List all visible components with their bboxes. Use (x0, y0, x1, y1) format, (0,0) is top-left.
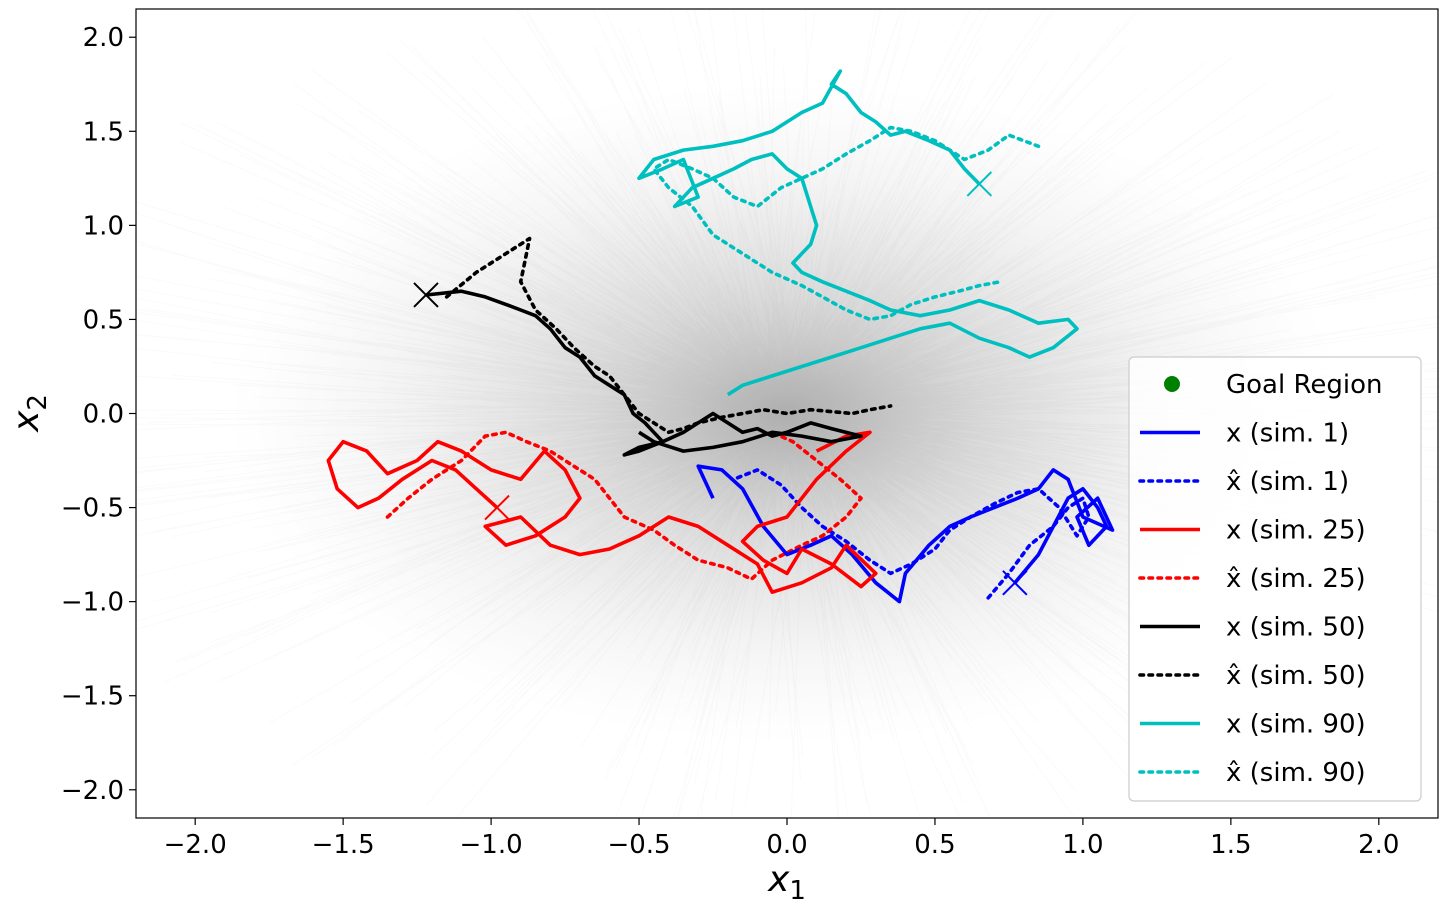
y-tick-label: 0.0 (83, 400, 124, 430)
legend: Goal Region x (sim. 1) x̂ (sim. 1) x (sim. … (1128, 356, 1422, 802)
x-tick-label: −1.5 (312, 830, 375, 860)
end-marker (966, 171, 993, 197)
x-tick-label: 2.0 (1358, 830, 1399, 860)
legend-box (1128, 356, 1422, 802)
x-axis-label-main: x (767, 859, 790, 900)
legend-label: x̂ (sim. 90) (1226, 758, 1366, 788)
x-axis-label: x1 (767, 859, 806, 906)
y-axis-ticks: 2.0 1.5 1.0 0.5 0.0 −0.5 −1.0 −1.5 −2.0 (61, 23, 136, 806)
y-tick-label: 2.0 (83, 23, 124, 53)
y-tick-label: −1.5 (61, 682, 124, 712)
end-marker (413, 282, 439, 308)
y-tick-label: −0.5 (61, 494, 124, 524)
series-line (651, 125, 1041, 322)
end-marker (484, 494, 510, 521)
series-line (444, 236, 893, 435)
y-tick-label: 1.0 (83, 211, 124, 241)
y-axis-label: x2 (6, 394, 53, 433)
x-tick-label: 0.5 (914, 830, 955, 860)
series-line (696, 464, 1115, 604)
series-line (731, 468, 1091, 600)
x-tick-label: −1.0 (460, 830, 523, 860)
series-line (637, 69, 1079, 397)
legend-label: x̂ (sim. 25) (1226, 564, 1366, 594)
end-marker-layer (413, 171, 1028, 596)
plot-area (136, 9, 1438, 818)
y-axis-label-group: x2 (6, 394, 53, 433)
y-tick-label: −1.0 (61, 588, 124, 618)
legend-label: x (sim. 50) (1226, 613, 1366, 643)
x-axis-ticks: −2.0 −1.5 −1.0 −0.5 0.0 0.5 1.0 1.5 2.0 (164, 818, 1399, 860)
legend-marker-goal (1164, 376, 1180, 392)
y-axis-label-main: x (6, 410, 47, 433)
x-tick-label: 1.5 (1210, 830, 1251, 860)
end-marker (1002, 570, 1028, 596)
legend-label: x (sim. 1) (1226, 419, 1349, 449)
y-tick-label: 0.5 (83, 305, 124, 335)
y-tick-label: 1.5 (83, 117, 124, 147)
legend-label: x (sim. 25) (1226, 516, 1366, 546)
x-tick-label: 0.0 (766, 830, 807, 860)
series-layer (326, 69, 1115, 604)
x-tick-label: −0.5 (607, 830, 670, 860)
legend-label: x̂ (sim. 50) (1226, 661, 1366, 691)
legend-items: Goal Region x (sim. 1) x̂ (sim. 1) x (sim. … (1138, 370, 1382, 788)
legend-label: Goal Region (1226, 370, 1382, 400)
series-line (326, 430, 878, 595)
series-line (385, 430, 863, 581)
series-line (425, 289, 863, 457)
x-tick-label: 1.0 (1062, 830, 1103, 860)
y-axis-label-sub: 2 (23, 394, 53, 411)
legend-label: x (sim. 90) (1226, 710, 1366, 740)
x-axis-label-sub: 1 (789, 876, 806, 906)
x-tick-label: −2.0 (164, 830, 227, 860)
y-tick-label: −2.0 (61, 776, 124, 806)
legend-label: x̂ (sim. 1) (1226, 467, 1349, 497)
